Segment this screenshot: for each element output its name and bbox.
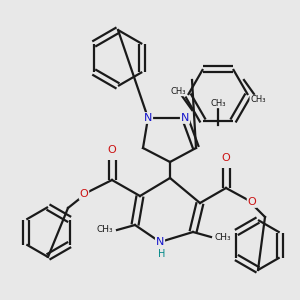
Text: CH₃: CH₃ [215, 232, 231, 242]
Text: CH₃: CH₃ [97, 226, 113, 235]
Text: H: H [158, 249, 166, 259]
Text: O: O [222, 153, 230, 163]
Text: O: O [108, 145, 116, 155]
Text: N: N [181, 113, 189, 123]
Text: N: N [156, 237, 164, 247]
Text: O: O [248, 197, 256, 207]
Text: CH₃: CH₃ [210, 98, 226, 107]
Text: O: O [80, 189, 88, 199]
Text: N: N [144, 113, 152, 123]
Text: CH₃: CH₃ [250, 95, 266, 104]
Text: CH₃: CH₃ [170, 86, 186, 95]
